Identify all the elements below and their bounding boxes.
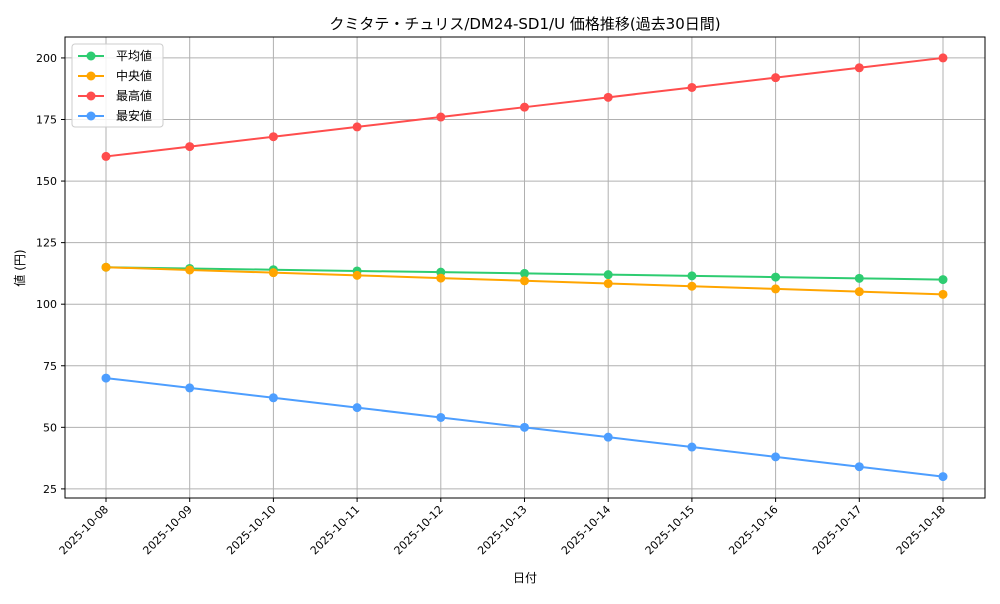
data-point xyxy=(436,412,446,422)
x-tick-label: 2025-10-15 xyxy=(643,503,697,557)
chart-title: クミタテ・チュリス/DM24-SD1/U 価格推移(過去30日間) xyxy=(329,15,720,33)
data-point xyxy=(352,122,362,132)
x-tick-label: 2025-10-18 xyxy=(894,503,948,557)
legend-marker xyxy=(86,91,96,101)
data-point xyxy=(185,142,195,152)
data-point xyxy=(603,270,613,280)
data-point xyxy=(520,276,529,286)
legend-marker xyxy=(86,51,96,61)
x-tick-label: 2025-10-14 xyxy=(559,503,613,557)
data-point xyxy=(268,132,278,142)
y-tick-label: 25 xyxy=(43,483,57,496)
data-point xyxy=(436,273,446,283)
data-point xyxy=(352,403,362,413)
series-group xyxy=(101,53,948,482)
y-tick-label: 150 xyxy=(36,175,57,188)
x-tick-label: 2025-10-09 xyxy=(140,503,194,557)
y-tick-label: 100 xyxy=(36,298,57,311)
y-tick-label: 200 xyxy=(36,52,57,65)
data-point xyxy=(268,268,278,278)
data-point xyxy=(771,284,781,294)
data-point xyxy=(687,82,697,92)
x-tick-label: 2025-10-10 xyxy=(224,503,278,557)
data-point xyxy=(520,268,529,278)
data-point xyxy=(101,151,111,161)
x-tick-label: 2025-10-11 xyxy=(308,503,362,557)
legend-label: 平均値 xyxy=(116,48,152,63)
legend-label: 最安値 xyxy=(116,108,152,123)
legend-label: 最高値 xyxy=(116,88,152,103)
data-point xyxy=(603,279,613,289)
data-point xyxy=(101,262,111,272)
x-tick-label: 2025-10-08 xyxy=(57,503,111,557)
data-point xyxy=(603,432,613,442)
data-point xyxy=(938,275,948,285)
data-point xyxy=(687,271,697,281)
legend-marker xyxy=(86,71,96,81)
y-tick-label: 50 xyxy=(43,421,57,434)
x-tick-label: 2025-10-13 xyxy=(475,503,529,557)
data-point xyxy=(185,265,195,275)
y-tick-label: 125 xyxy=(36,237,57,250)
legend-box xyxy=(71,43,164,128)
x-tick-label: 2025-10-17 xyxy=(810,503,864,557)
y-tick-label: 75 xyxy=(43,360,57,373)
data-point xyxy=(771,73,781,83)
data-point xyxy=(101,373,111,383)
data-point xyxy=(771,452,781,462)
legend-marker xyxy=(86,111,96,121)
data-point xyxy=(436,112,446,122)
data-point xyxy=(687,281,697,291)
data-point xyxy=(352,270,362,280)
data-point xyxy=(603,92,613,102)
data-point xyxy=(938,289,948,299)
data-point xyxy=(520,102,529,112)
data-point xyxy=(687,442,697,452)
data-point xyxy=(938,53,948,63)
data-point xyxy=(854,63,864,73)
x-tick-label: 2025-10-12 xyxy=(392,503,446,557)
x-tick-label: 2025-10-16 xyxy=(726,503,780,557)
data-point xyxy=(268,393,278,403)
data-point xyxy=(854,273,864,283)
data-point xyxy=(520,422,529,432)
data-point xyxy=(771,272,781,282)
data-point xyxy=(938,472,948,482)
legend-label: 中央値 xyxy=(116,68,152,83)
y-axis-label: 値 (円) xyxy=(12,249,27,286)
data-point xyxy=(854,462,864,472)
data-point xyxy=(185,383,195,393)
y-tick-label: 175 xyxy=(36,113,57,126)
x-axis-label: 日付 xyxy=(513,571,537,585)
data-point xyxy=(854,287,864,297)
